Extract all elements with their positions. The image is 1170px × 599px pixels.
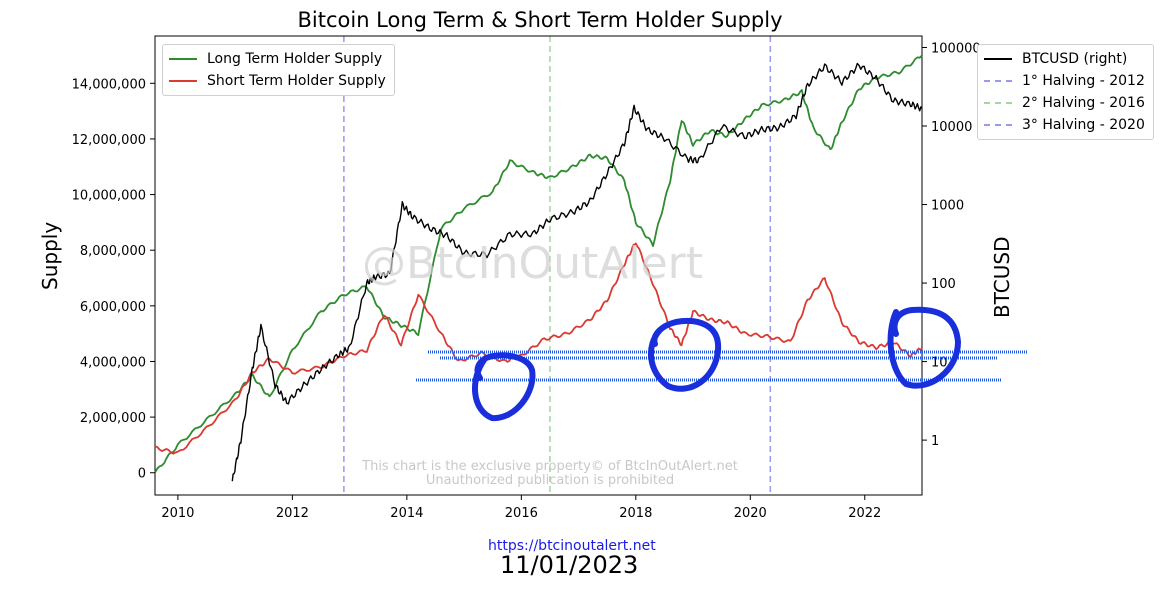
legend-item-halving-2016: 2° Halving - 2016 [984,92,1145,114]
series-lines [154,54,923,482]
y2-tick-label: 10000 [931,120,972,135]
scribble-circle [647,318,722,392]
x-tick-label: 2016 [505,506,538,521]
series-line-1 [154,242,923,455]
x-tick-label: 2020 [734,506,767,521]
notice-line-1: This chart is the exclusive property© of… [362,459,738,474]
copyright-notice: This chart is the exclusive property© of… [340,460,760,488]
legend-label-halving-2020: 3° Halving - 2020 [1022,117,1145,133]
legend-item-sth: Short Term Holder Supply [169,70,386,92]
y-axis-label: Supply [38,221,62,290]
legend-item-halving-2012: 1° Halving - 2012 [984,70,1145,92]
y2-tick-label: 1000 [931,199,964,214]
source-link[interactable]: https://btcinoutalert.net [488,538,656,554]
legend-item-btcusd: BTCUSD (right) [984,48,1145,70]
y-tick-label: 6,000,000 [80,300,146,315]
legend-swatch-lth [169,58,197,60]
legend-label-btcusd: BTCUSD (right) [1022,51,1128,67]
legend-item-lth: Long Term Holder Supply [169,48,386,70]
scribble-circle [471,352,536,422]
series-line-2 [231,62,923,482]
y2-tick-label: 100 [931,277,956,292]
x-tick-label: 2010 [161,506,194,521]
scribble-circle [887,306,962,389]
y-tick-label: 8,000,000 [80,244,146,259]
y2-tick-label: 1 [931,434,939,449]
y2-axis-label: BTCUSD [990,236,1014,318]
date-label: 11/01/2023 [500,551,639,579]
y-tick-label: 0 [138,467,146,482]
legend-swatch-halving-2016 [984,102,1012,104]
y-tick-label: 12,000,000 [72,133,146,148]
legend-swatch-sth [169,80,197,82]
y-tick-label: 4,000,000 [80,355,146,370]
y2-tick-label: 100000 [931,41,981,56]
plot-frame [154,35,923,496]
legend-swatch-halving-2020 [984,124,1012,126]
y-tick-label: 10,000,000 [72,189,146,204]
x-tick-label: 2012 [276,506,309,521]
notice-line-2: Unauthorized publication is prohibited [425,473,675,488]
hand-drawn-annotations [416,306,1028,422]
plot-border [154,35,923,496]
y-tick-label: 2,000,000 [80,411,146,426]
axis-ticks: 2010 2012 2014 2016 2018 2020 2022 0 2,000,000 4,… [72,41,981,521]
x-tick-label: 2014 [390,506,423,521]
series-line-0 [154,54,923,474]
legend-swatch-halving-2012 [984,80,1012,82]
legend-right: BTCUSD (right) 1° Halving - 2012 2° Halv… [977,44,1154,140]
x-tick-label: 2022 [848,506,881,521]
legend-label-halving-2016: 2° Halving - 2016 [1022,95,1145,111]
x-tick-label: 2018 [619,506,652,521]
chart-title: Bitcoin Long Term & Short Term Holder Su… [297,8,783,32]
legend-swatch-btcusd [984,58,1012,60]
legend-label-lth: Long Term Holder Supply [207,51,383,67]
halving-lines [343,36,772,495]
legend-item-halving-2020: 3° Halving - 2020 [984,114,1145,136]
watermark: @BtcInOutAlert [362,238,703,289]
legend-left: Long Term Holder Supply Short Term Holde… [162,44,395,96]
y-tick-label: 14,000,000 [72,77,146,92]
legend-label-halving-2012: 1° Halving - 2012 [1022,73,1145,89]
y2-tick-label: 10 [931,356,948,371]
legend-label-sth: Short Term Holder Supply [207,73,386,89]
